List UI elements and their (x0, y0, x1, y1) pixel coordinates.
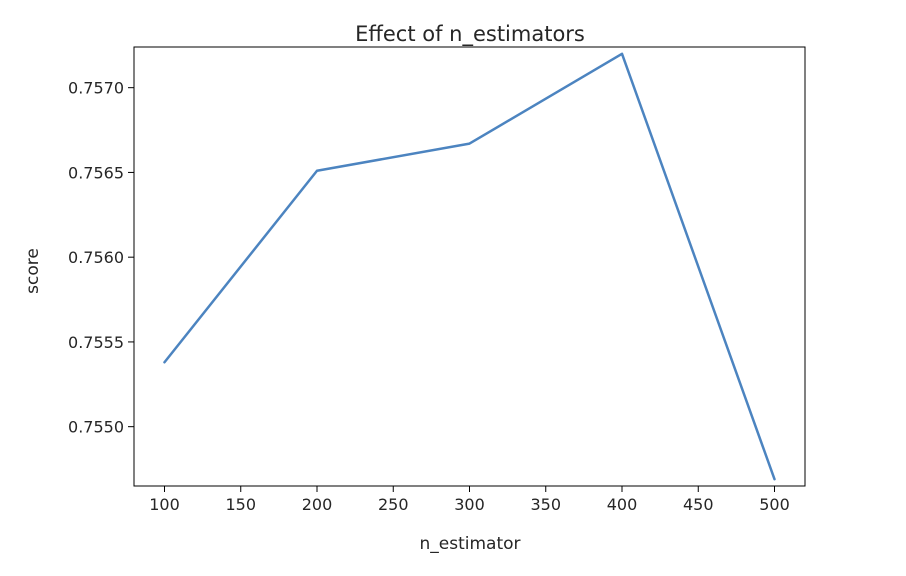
x-tick-label: 100 (149, 495, 180, 514)
y-tick-label: 0.7550 (68, 418, 124, 437)
y-axis-label: score (23, 248, 43, 294)
x-tick-label: 300 (454, 495, 485, 514)
x-tick-label: 200 (302, 495, 333, 514)
x-axis-label: n_estimator (419, 534, 520, 554)
x-tick-label: 500 (759, 495, 790, 514)
x-tick-label: 150 (225, 495, 256, 514)
x-tick-label: 450 (683, 495, 714, 514)
y-axis: 0.7550 0.7555 0.7560 0.7565 0.7570 (68, 79, 134, 437)
x-tick-label: 350 (530, 495, 561, 514)
chart-title: Effect of n_estimators (355, 22, 585, 47)
series-line (163, 52, 776, 481)
x-axis: 100 150 200 250 300 350 400 450 500 (149, 486, 790, 514)
y-tick-label: 0.7565 (68, 163, 124, 182)
y-tick-label: 0.7555 (68, 333, 124, 352)
plot-area-frame (133, 46, 806, 487)
series-layer (163, 52, 776, 481)
x-tick-label: 400 (607, 495, 638, 514)
y-tick-label: 0.7560 (68, 248, 124, 267)
y-tick-label: 0.7570 (68, 79, 124, 98)
x-tick-label: 250 (378, 495, 409, 514)
